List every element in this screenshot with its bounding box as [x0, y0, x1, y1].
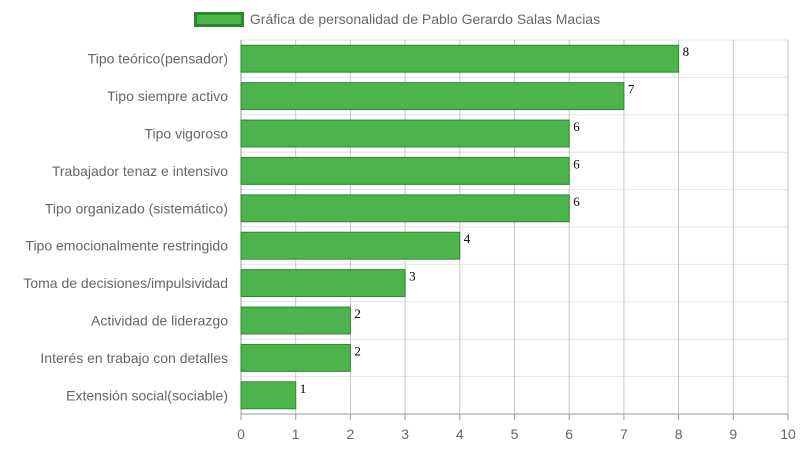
bar — [240, 381, 297, 410]
bar — [240, 82, 625, 111]
bar — [240, 269, 406, 298]
x-tick-label: 0 — [237, 426, 245, 442]
y-category-label: Trabajador tenaz e intensivo — [52, 163, 228, 179]
x-tick-label: 7 — [620, 426, 628, 442]
y-category-label: Extensión social(sociable) — [66, 387, 228, 403]
data-label: 8 — [683, 44, 690, 59]
y-category-label: Tipo organizado (sistemático) — [45, 200, 228, 216]
y-category-label: Tipo emocionalmente restringido — [25, 238, 228, 254]
x-tick-label: 10 — [780, 426, 796, 442]
bar — [240, 119, 570, 148]
data-label: 2 — [354, 343, 361, 358]
data-label: 3 — [409, 269, 416, 284]
bar — [240, 231, 461, 260]
x-tick-label: 2 — [347, 426, 355, 442]
data-label: 4 — [464, 231, 471, 246]
y-category-label: Tipo vigoroso — [144, 126, 228, 142]
data-label: 6 — [573, 156, 580, 171]
x-tick-label: 4 — [456, 426, 464, 442]
x-tick-label: 9 — [729, 426, 737, 442]
data-label: 6 — [573, 119, 580, 134]
x-tick-label: 6 — [565, 426, 573, 442]
y-category-label: Tipo siempre activo — [107, 88, 228, 104]
y-category-label: Interés en trabajo con detalles — [40, 350, 228, 366]
data-label: 1 — [300, 381, 307, 396]
y-category-label: Tipo teórico(pensador) — [88, 51, 228, 67]
data-label: 6 — [573, 194, 580, 209]
x-tick-label: 3 — [401, 426, 409, 442]
bar — [240, 343, 351, 372]
data-label: 7 — [628, 82, 635, 97]
data-label: 2 — [354, 306, 361, 321]
legend-swatch — [193, 11, 244, 27]
x-tick-label: 5 — [511, 426, 519, 442]
chart-legend[interactable]: Gráfica de personalidad de Pablo Gerardo… — [0, 8, 800, 30]
bar — [240, 194, 570, 223]
x-tick-label: 8 — [675, 426, 683, 442]
legend-label: Gráfica de personalidad de Pablo Gerardo… — [249, 11, 601, 27]
bar — [240, 44, 680, 73]
y-category-label: Actividad de liderazgo — [91, 313, 228, 329]
bar — [240, 156, 570, 185]
bar — [240, 306, 351, 335]
x-tick-label: 1 — [292, 426, 300, 442]
y-category-label: Toma de decisiones/impulsividad — [23, 275, 228, 291]
